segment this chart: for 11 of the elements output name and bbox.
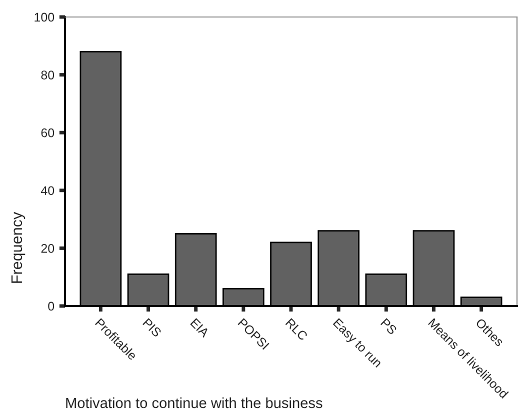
y-axis-title: Frequency xyxy=(11,212,26,283)
y-tick-label: 80 xyxy=(41,70,54,80)
x-axis-title: Motivation to continue with the business xyxy=(66,397,322,408)
y-tick-label: 40 xyxy=(40,186,54,196)
x-tick-label: EIA xyxy=(190,318,210,338)
x-tick-label: PIS xyxy=(142,318,162,338)
y-tick-label: 20 xyxy=(41,244,54,253)
y-tick-label: 60 xyxy=(41,128,54,138)
y-tick-label: 0 xyxy=(48,302,54,311)
y-tick-label: 100 xyxy=(34,12,54,22)
x-tick-label: PS xyxy=(380,318,398,335)
